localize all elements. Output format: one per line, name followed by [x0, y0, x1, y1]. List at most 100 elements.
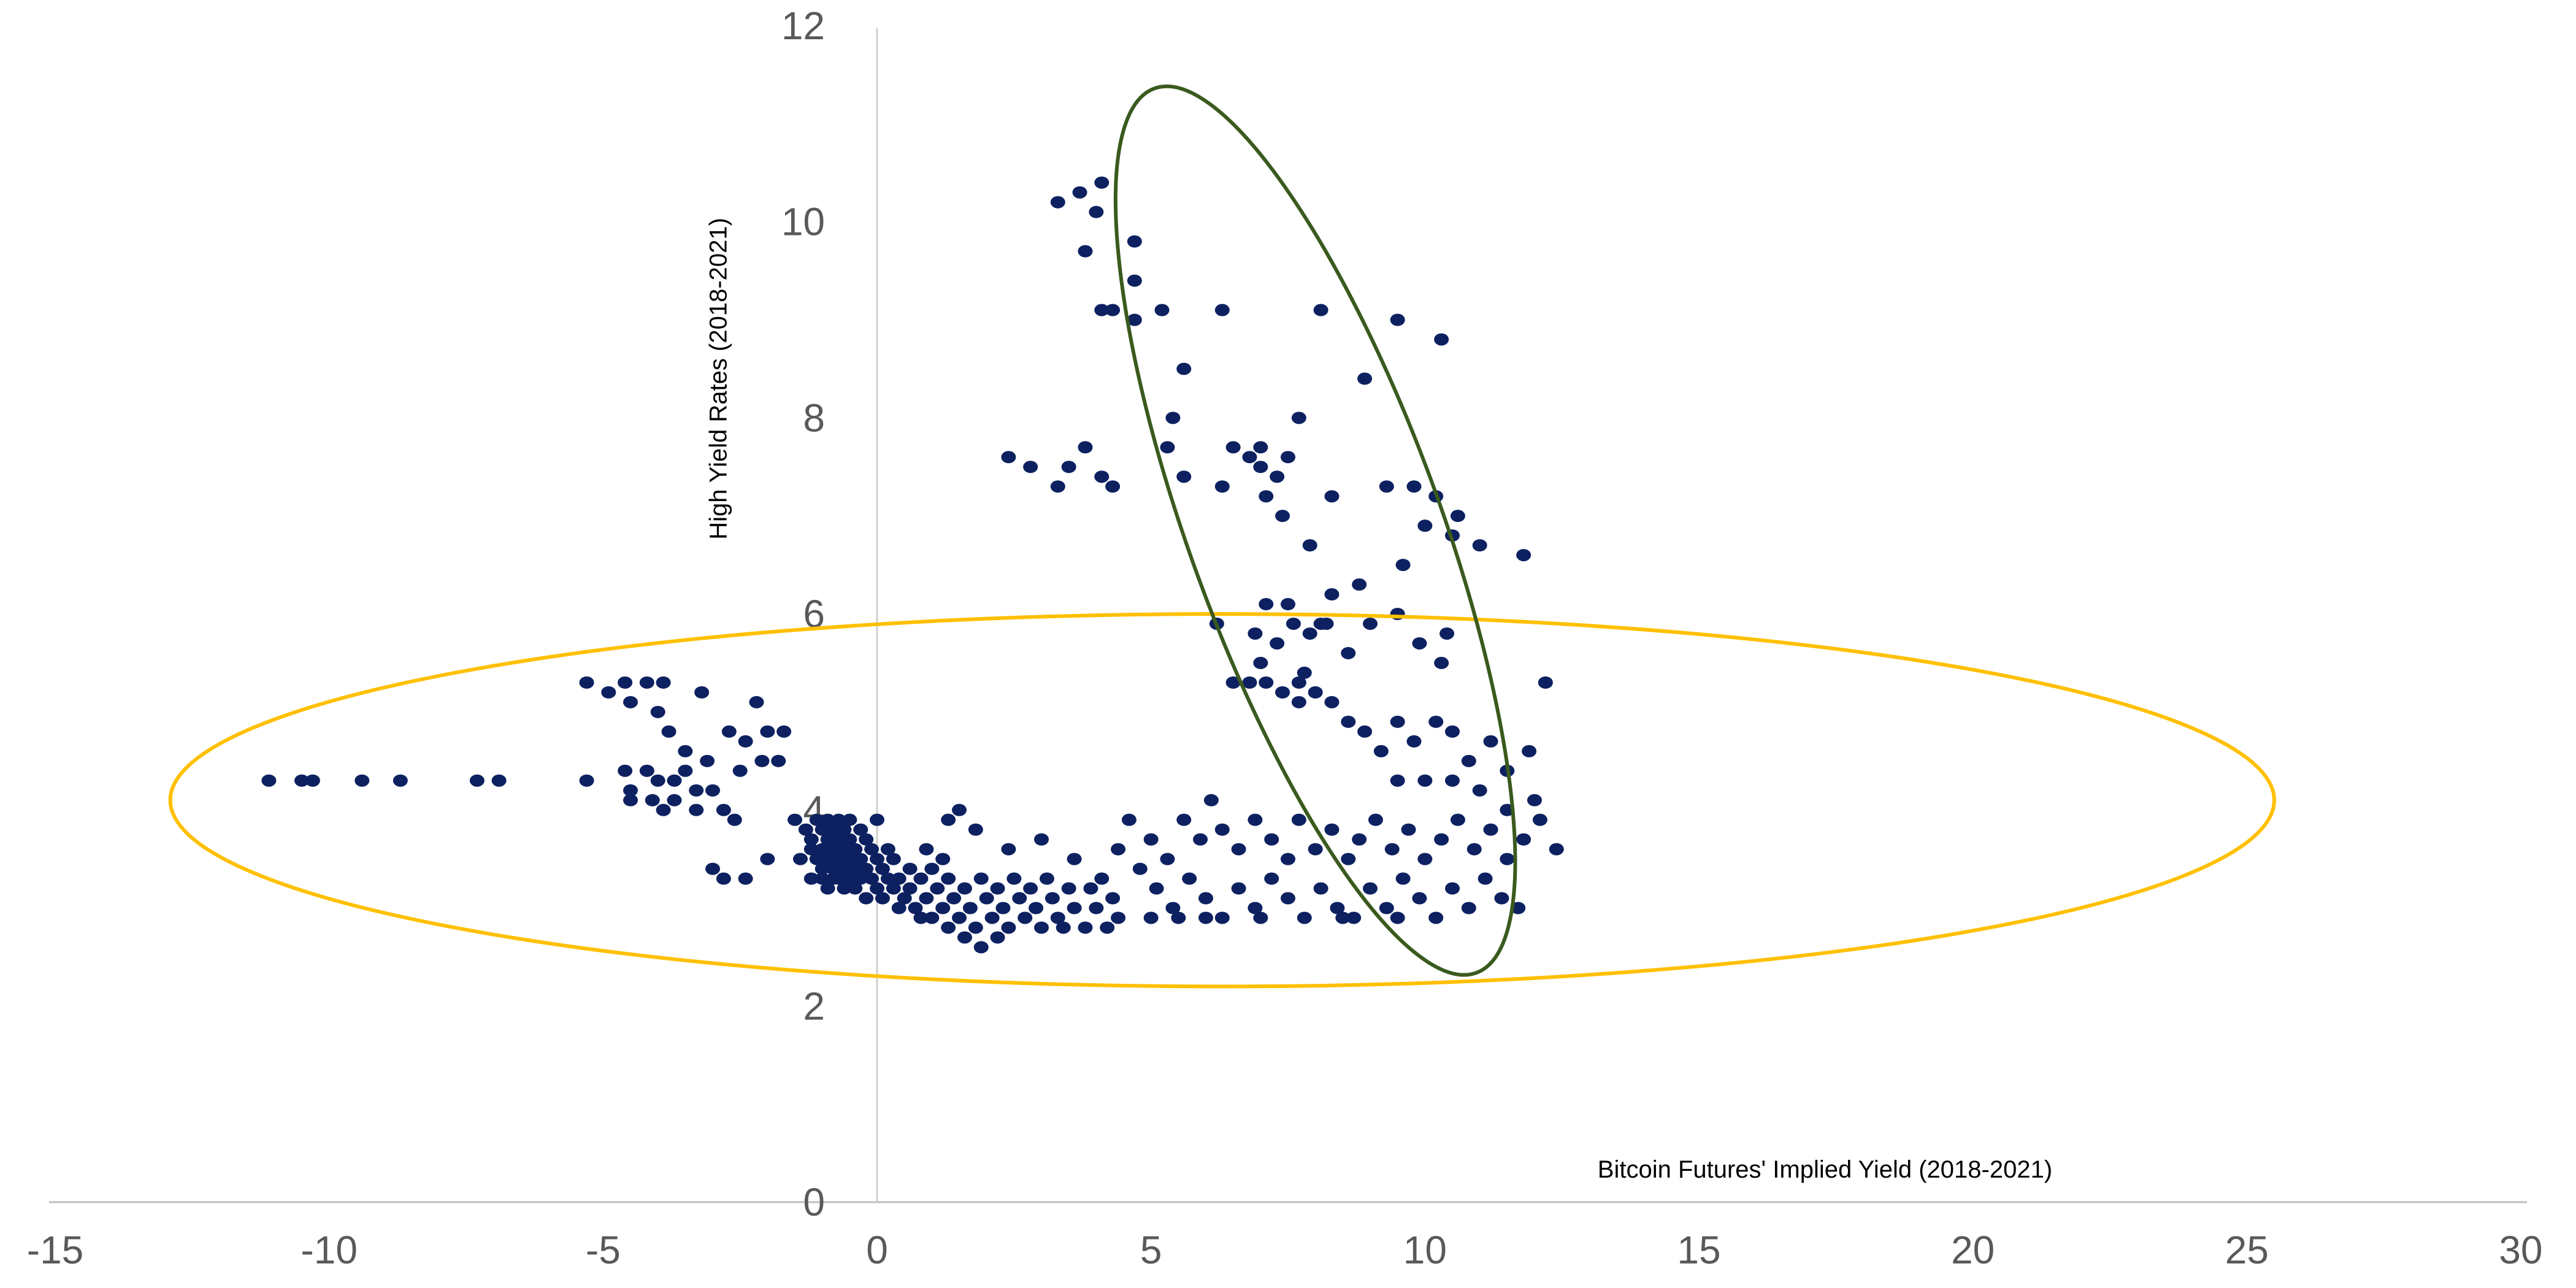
- x-tick-label: -10: [301, 1228, 358, 1272]
- data-point: [1100, 921, 1115, 934]
- data-point: [294, 774, 309, 787]
- data-point: [831, 813, 846, 826]
- data-point: [1516, 549, 1531, 562]
- data-point: [1417, 774, 1433, 787]
- data-point: [1297, 911, 1312, 924]
- data-point: [1313, 882, 1328, 895]
- data-point: [1434, 333, 1449, 346]
- data-point: [875, 862, 890, 875]
- data-point: [760, 725, 775, 738]
- data-point: [1264, 833, 1279, 846]
- data-point: [1132, 862, 1148, 875]
- data-point: [1412, 637, 1427, 650]
- data-point: [1006, 872, 1022, 885]
- data-point: [853, 823, 868, 836]
- data-point: [859, 833, 874, 846]
- data-point: [1357, 725, 1373, 738]
- data-point: [859, 892, 874, 905]
- data-point: [891, 902, 907, 914]
- data-point: [1078, 245, 1093, 258]
- data-point: [1176, 362, 1192, 375]
- data-point: [1302, 627, 1317, 640]
- data-point: [1324, 490, 1340, 503]
- data-point: [1445, 882, 1460, 895]
- data-point: [1335, 911, 1351, 924]
- data-point: [1143, 911, 1159, 924]
- data-point: [837, 882, 852, 895]
- data-point: [973, 872, 989, 885]
- data-point: [1428, 715, 1444, 728]
- data-point: [1363, 882, 1378, 895]
- data-point: [738, 735, 753, 748]
- data-point: [645, 794, 660, 807]
- data-point: [1368, 813, 1383, 826]
- data-point: [1045, 892, 1060, 905]
- data-point: [1439, 627, 1455, 640]
- data-point: [1373, 745, 1389, 757]
- data-point: [935, 902, 951, 914]
- data-point: [1297, 666, 1312, 679]
- data-point: [491, 774, 507, 787]
- data-point: [973, 941, 989, 954]
- data-point: [848, 882, 863, 895]
- data-point: [618, 676, 633, 689]
- data-point: [1089, 205, 1104, 218]
- data-point: [1302, 539, 1317, 552]
- data-point: [864, 872, 880, 885]
- data-point: [705, 784, 720, 797]
- data-point: [1395, 872, 1411, 885]
- data-point: [1231, 843, 1246, 856]
- data-point: [667, 794, 682, 807]
- data-point: [826, 823, 841, 836]
- data-point: [1281, 853, 1295, 865]
- data-point: [1105, 892, 1121, 905]
- data-point: [837, 862, 852, 875]
- data-point: [1341, 646, 1356, 659]
- x-axis-title: Bitcoin Futures' Implied Yield (2018-202…: [1598, 1156, 2052, 1183]
- data-point: [1127, 274, 1142, 287]
- data-point: [721, 725, 737, 738]
- data-point: [803, 872, 819, 885]
- data-point: [1346, 911, 1362, 924]
- data-point: [1160, 441, 1175, 454]
- data-point: [1417, 853, 1433, 865]
- data-point: [732, 764, 748, 777]
- data-point: [1050, 196, 1065, 209]
- data-point: [623, 784, 638, 797]
- data-point: [788, 813, 802, 826]
- data-point: [1324, 588, 1340, 601]
- data-point: [1149, 882, 1164, 895]
- data-point: [1083, 882, 1098, 895]
- data-point: [941, 813, 956, 826]
- data-point: [968, 921, 983, 934]
- data-point: [1203, 794, 1219, 807]
- data-point: [1313, 304, 1328, 316]
- data-point: [803, 833, 819, 846]
- data-point: [919, 892, 934, 905]
- data-point: [1291, 696, 1306, 708]
- data-point: [1143, 833, 1159, 846]
- data-point: [820, 813, 835, 826]
- data-point: [1357, 372, 1373, 385]
- data-point: [1384, 843, 1400, 856]
- data-point: [941, 921, 956, 934]
- data-point: [957, 882, 972, 895]
- data-point: [1494, 892, 1509, 905]
- data-point: [1231, 882, 1246, 895]
- data-point: [1259, 598, 1274, 611]
- y-tick-label: 8: [803, 396, 825, 440]
- data-point: [820, 833, 835, 846]
- data-point: [1094, 872, 1110, 885]
- data-point: [809, 853, 824, 865]
- x-tick-label: -15: [27, 1228, 84, 1272]
- data-point: [1390, 911, 1405, 924]
- data-point: [1450, 510, 1465, 523]
- data-point: [355, 774, 370, 787]
- y-tick-label: 0: [803, 1180, 825, 1224]
- data-point: [1428, 911, 1444, 924]
- data-point: [842, 813, 857, 826]
- data-point: [1105, 304, 1121, 316]
- data-point: [803, 843, 819, 856]
- data-point: [1182, 872, 1197, 885]
